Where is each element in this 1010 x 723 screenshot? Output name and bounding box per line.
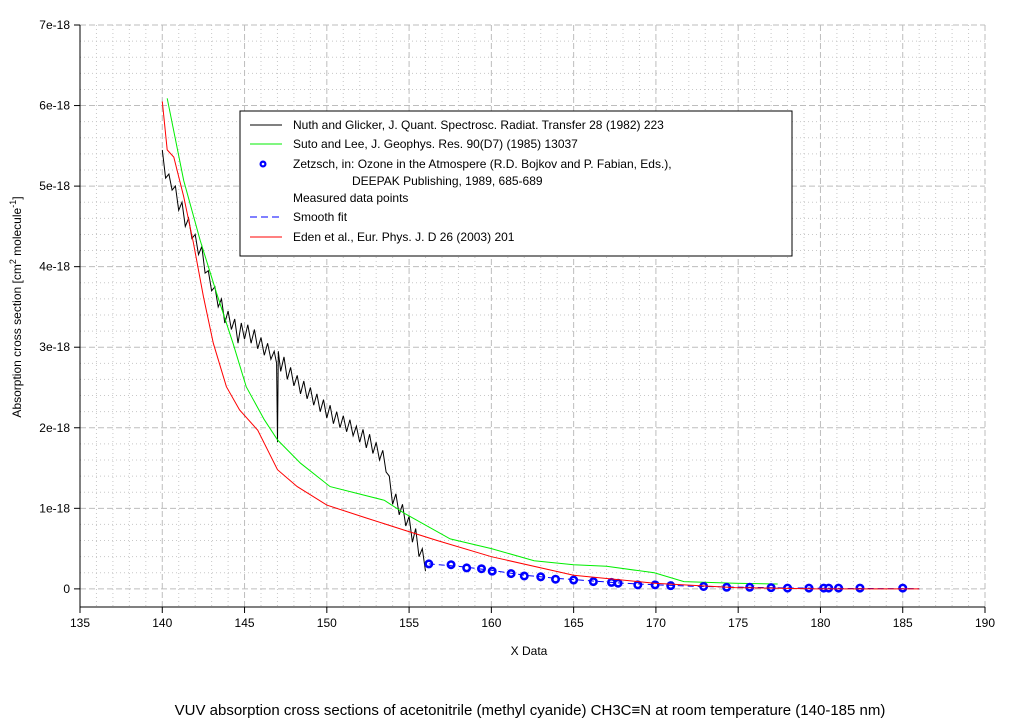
data-point-zetzsch-measured [519, 571, 529, 581]
y-tick-label: 0 [63, 582, 70, 596]
series-line-nuth-and-glicker [161, 149, 426, 572]
legend-label: Zetzsch, in: Ozone in the Atmospere (R.D… [293, 157, 672, 171]
legend: Nuth and Glicker, J. Quant. Spectrosc. R… [239, 110, 793, 257]
y-tick-label: 4e-18 [39, 260, 70, 274]
legend-label: Eden et al., Eur. Phys. J. D 26 (2003) 2… [293, 230, 515, 244]
series-line-suto-and-lee [166, 98, 778, 585]
x-tick-label: 190 [975, 616, 995, 630]
y-tick-label: 6e-18 [39, 99, 70, 113]
x-tick-label: 175 [728, 616, 748, 630]
data-point-zetzsch-measured [446, 560, 456, 570]
x-tick-label: 140 [152, 616, 172, 630]
x-tick-label: 150 [317, 616, 337, 630]
data-point-zetzsch-measured [487, 566, 497, 576]
y-tick-label: 5e-18 [39, 179, 70, 193]
series-line-eden-et-al- [161, 101, 920, 590]
y-axis-label: Absorption cross section [cm2 molecule-1… [8, 196, 24, 417]
data-point-zetzsch-measured [898, 583, 908, 593]
legend-box [239, 110, 793, 257]
y-tick-label: 2e-18 [39, 421, 70, 435]
x-tick-label: 165 [564, 616, 584, 630]
y-tick-label: 7e-18 [39, 18, 70, 32]
legend-marker [259, 160, 267, 168]
y-tick-label: 1e-18 [39, 501, 70, 515]
x-tick-label: 170 [646, 616, 666, 630]
data-point-zetzsch-measured [588, 577, 598, 587]
data-point-zetzsch-measured [551, 574, 561, 584]
x-tick-label: 185 [893, 616, 913, 630]
legend-label: Measured data points [293, 191, 408, 205]
x-axis-label: X Data [511, 644, 548, 658]
axes: 135 140 145 150 155 160 165 170 175 180 185 190 0 1e-… [39, 18, 995, 630]
series-line-zetzsch-smooth-fit [428, 563, 920, 590]
legend-label: Suto and Lee, J. Geophys. Res. 90(D7) (1… [293, 137, 578, 151]
x-tick-label: 135 [70, 616, 90, 630]
x-tick-label: 160 [481, 616, 501, 630]
x-tick-label: 180 [810, 616, 830, 630]
x-tick-label: 155 [399, 616, 419, 630]
x-tick-label: 145 [235, 616, 255, 630]
legend-label-continued: DEEPAK Publishing, 1989, 685-689 [352, 174, 543, 188]
legend-label: Smooth fit [293, 210, 348, 224]
series-group [161, 98, 920, 593]
legend-label: Nuth and Glicker, J. Quant. Spectrosc. R… [293, 118, 664, 132]
chart-title: VUV absorption cross sections of acetoni… [175, 702, 886, 719]
data-point-zetzsch-measured [633, 580, 643, 590]
y-tick-label: 3e-18 [39, 340, 70, 354]
